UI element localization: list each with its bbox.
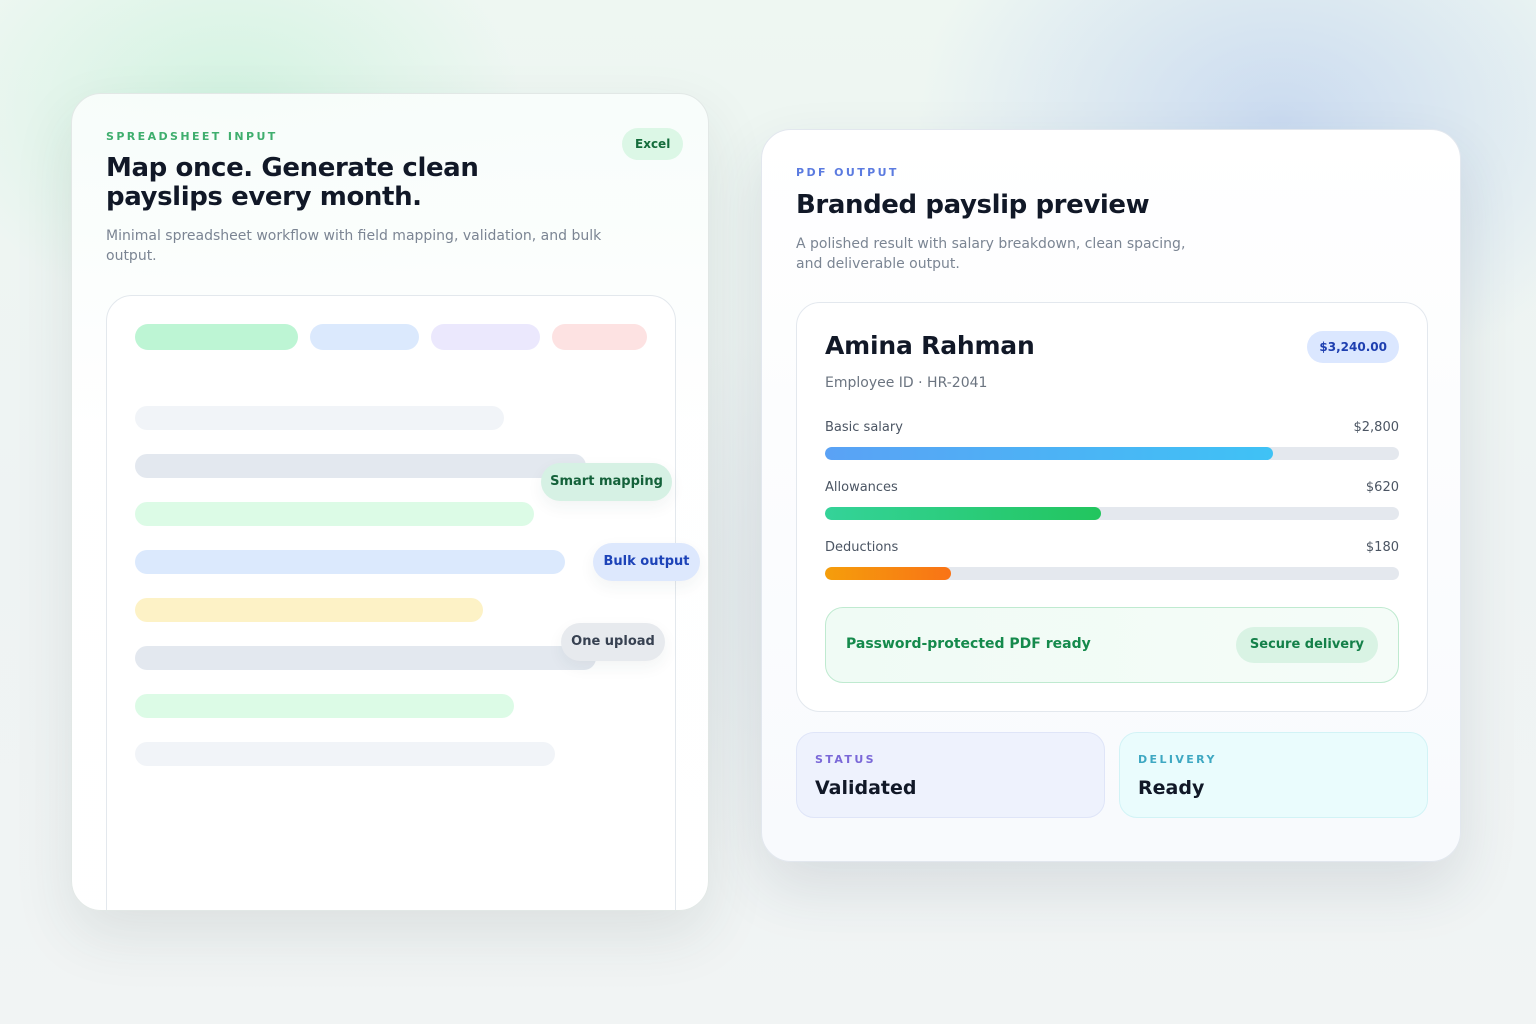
payslip-preview: Amina Rahman $3,240.00 Employee ID · HR-…	[796, 302, 1428, 712]
delivery-value: Ready	[1138, 777, 1205, 799]
status-card: STATUS Validated	[796, 732, 1105, 818]
row-pill	[135, 742, 555, 766]
spreadsheet-eyebrow: SPREADSHEET INPUT	[106, 130, 278, 143]
allowances-value: $620	[1365, 480, 1399, 495]
header-pill-blue	[310, 324, 419, 350]
deductions-label: Deductions	[825, 540, 899, 555]
basic-salary-value: $2,800	[1353, 420, 1400, 435]
secure-delivery-chip[interactable]: Secure delivery	[1235, 627, 1378, 663]
row-pill	[135, 550, 565, 574]
smart-mapping-chip: Smart mapping	[541, 463, 672, 501]
excel-badge: Excel	[622, 128, 684, 160]
row-pill	[135, 598, 483, 622]
row-pill	[135, 646, 596, 670]
spreadsheet-preview	[106, 295, 676, 910]
header-pill-green	[135, 324, 298, 350]
status-value: Validated	[815, 777, 917, 799]
header-pill-red	[552, 324, 647, 350]
pdf-ready-text: Password-protected PDF ready	[846, 636, 1091, 652]
delivery-card: DELIVERY Ready	[1119, 732, 1428, 818]
basic-salary-track	[825, 447, 1399, 460]
one-upload-chip: One upload	[561, 623, 665, 661]
deductions-value: $180	[1365, 540, 1399, 555]
pdf-subtitle: A polished result with salary breakdown,…	[796, 236, 1186, 272]
employee-id: Employee ID · HR-2041	[825, 375, 988, 391]
pdf-title: Branded payslip preview	[796, 190, 1150, 220]
row-pill	[135, 694, 514, 718]
basic-salary-label: Basic salary	[825, 420, 903, 435]
deductions-track	[825, 567, 1399, 580]
deductions-bar	[825, 567, 952, 580]
spreadsheet-title: Map once. Generate clean payslips every …	[106, 153, 479, 212]
bulk-output-chip: Bulk output	[593, 543, 700, 581]
allowances-track	[825, 507, 1399, 520]
employee-name: Amina Rahman	[825, 331, 1035, 360]
basic-salary-bar	[825, 447, 1273, 460]
total-amount-badge: $3,240.00	[1307, 331, 1399, 363]
row-pill	[135, 406, 504, 430]
row-pill	[135, 502, 534, 526]
allowances-label: Allowances	[825, 480, 898, 495]
pdf-output-card: PDF OUTPUT Branded payslip preview A pol…	[761, 129, 1461, 862]
row-pill	[135, 454, 586, 478]
status-label: STATUS	[815, 753, 876, 766]
spreadsheet-input-card: SPREADSHEET INPUT Excel Map once. Genera…	[71, 93, 709, 911]
header-pill-purple	[431, 324, 540, 350]
delivery-label: DELIVERY	[1138, 753, 1217, 766]
spreadsheet-subtitle: Minimal spreadsheet workflow with field …	[106, 228, 602, 264]
pdf-ready-banner: Password-protected PDF ready Secure deli…	[825, 607, 1399, 683]
pdf-eyebrow: PDF OUTPUT	[796, 166, 899, 179]
allowances-bar	[825, 507, 1101, 520]
